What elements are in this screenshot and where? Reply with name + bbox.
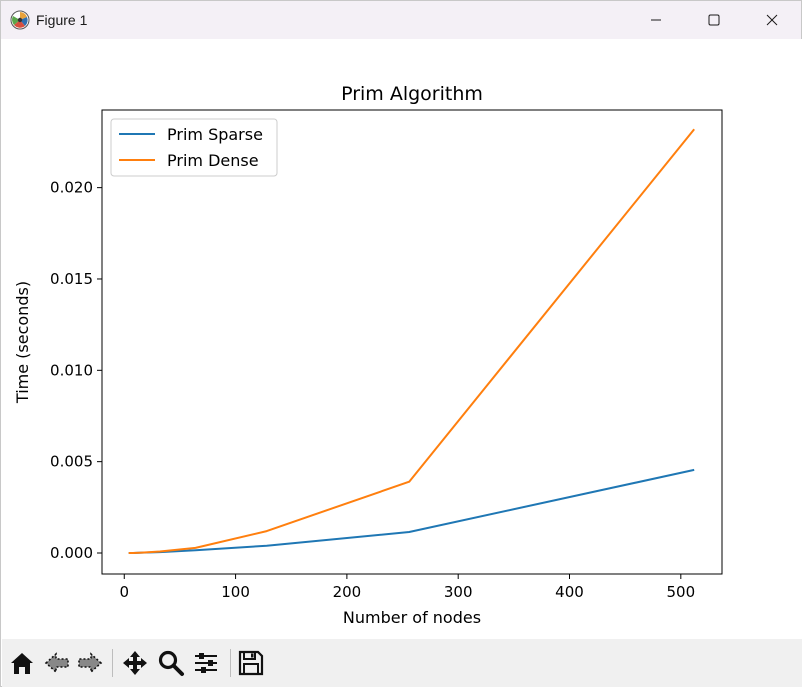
x-tick-label: 200 [333, 583, 362, 601]
minimize-icon [651, 19, 661, 21]
pan-button[interactable] [119, 647, 151, 679]
plot-lines [128, 128, 695, 554]
save-button[interactable] [235, 647, 267, 679]
y-tick-label: 0.000 [50, 544, 93, 562]
chart-title: Prim Algorithm [341, 83, 483, 105]
y-axis-label: Time (seconds) [13, 281, 32, 404]
legend-entry: Prim Sparse [167, 125, 263, 144]
matplotlib-icon [10, 10, 30, 30]
home-button[interactable] [6, 647, 38, 679]
y-axis: 0.000 0.005 0.010 0.015 0.020 [50, 179, 102, 562]
y-tick-label: 0.010 [50, 361, 93, 379]
maximize-icon [708, 14, 720, 26]
x-axis: 0 100 200 300 400 500 [119, 574, 695, 601]
toolbar-separator [230, 649, 231, 677]
y-tick-label: 0.015 [50, 270, 93, 288]
forward-button[interactable] [74, 647, 106, 679]
maximize-button[interactable] [685, 1, 743, 39]
window-title: Figure 1 [36, 12, 88, 28]
x-axis-label: Number of nodes [343, 608, 481, 627]
close-icon [766, 14, 778, 26]
legend-entry: Prim Dense [167, 151, 259, 170]
series-line-1 [128, 468, 695, 554]
minimize-button[interactable] [627, 1, 685, 39]
save-icon [238, 650, 264, 676]
x-tick-label: 300 [444, 583, 473, 601]
zoom-icon [158, 650, 184, 676]
x-tick-label: 400 [555, 583, 584, 601]
axes-frame [101, 109, 723, 575]
series-line-2 [128, 128, 695, 554]
toolbar-separator [112, 649, 113, 677]
back-arrow-icon [44, 652, 69, 674]
line-chart: 0.000 0.005 0.010 0.015 0.020 0 100 200 300 400 5… [13, 83, 723, 627]
close-button[interactable] [743, 1, 801, 39]
figure-canvas[interactable]: 0.000 0.005 0.010 0.015 0.020 0 100 200 300 400 5… [2, 39, 802, 639]
home-icon [11, 653, 33, 674]
y-tick-label: 0.005 [50, 453, 93, 471]
forward-arrow-icon [78, 652, 103, 674]
zoom-button[interactable] [155, 647, 187, 679]
configure-subplots-icon [195, 653, 217, 673]
legend: Prim Sparse Prim Dense [110, 118, 278, 177]
back-button[interactable] [41, 647, 73, 679]
y-tick-label: 0.020 [50, 179, 93, 197]
x-tick-label: 500 [666, 583, 695, 601]
x-tick-label: 0 [119, 583, 129, 601]
x-tick-label: 100 [221, 583, 250, 601]
navigation-toolbar [2, 639, 802, 687]
title-bar[interactable]: Figure 1 [1, 1, 801, 39]
configure-subplots-button[interactable] [190, 647, 222, 679]
pan-icon [123, 651, 147, 675]
